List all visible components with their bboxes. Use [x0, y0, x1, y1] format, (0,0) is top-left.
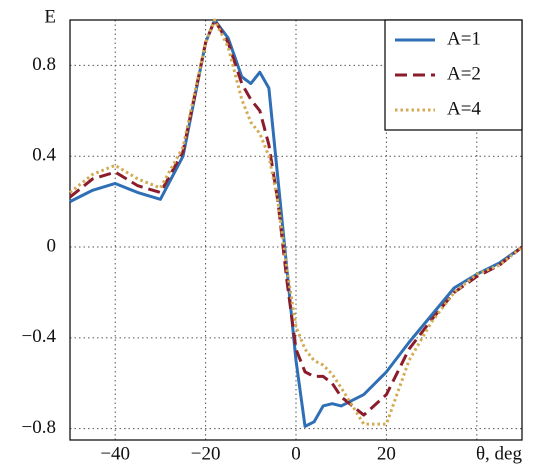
- y-tick-label: 0: [47, 235, 57, 256]
- legend-label: A=2: [447, 63, 481, 84]
- plot-frame: [69, 19, 523, 441]
- y-tick-label: 0.4: [32, 145, 56, 166]
- x-axis-label: θ, deg: [476, 443, 523, 464]
- x-tick-label: −20: [191, 443, 221, 464]
- y-tick-label: −0.4: [22, 326, 57, 347]
- series-line: [69, 18, 523, 426]
- legend-box: [384, 19, 523, 131]
- y-tick-label: −0.8: [22, 417, 56, 438]
- legend-label: A=4: [447, 98, 481, 119]
- y-tick-label: 0.8: [32, 54, 56, 75]
- x-tick-label: −40: [100, 443, 130, 464]
- legend-label: A=1: [447, 28, 481, 49]
- x-tick-label: 20: [377, 443, 396, 464]
- series-line: [69, 18, 523, 417]
- x-tick-label: 0: [291, 443, 301, 464]
- y-axis-label: E: [44, 6, 56, 27]
